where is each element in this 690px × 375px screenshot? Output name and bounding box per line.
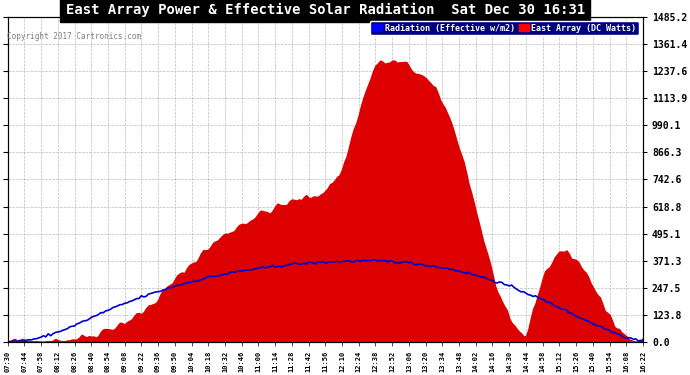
Legend: Radiation (Effective w/m2), East Array (DC Watts): Radiation (Effective w/m2), East Array (…	[370, 21, 639, 35]
Text: Copyright 2017 Cartronics.com: Copyright 2017 Cartronics.com	[7, 32, 141, 41]
Title: East Array Power & Effective Solar Radiation  Sat Dec 30 16:31: East Array Power & Effective Solar Radia…	[66, 3, 585, 17]
